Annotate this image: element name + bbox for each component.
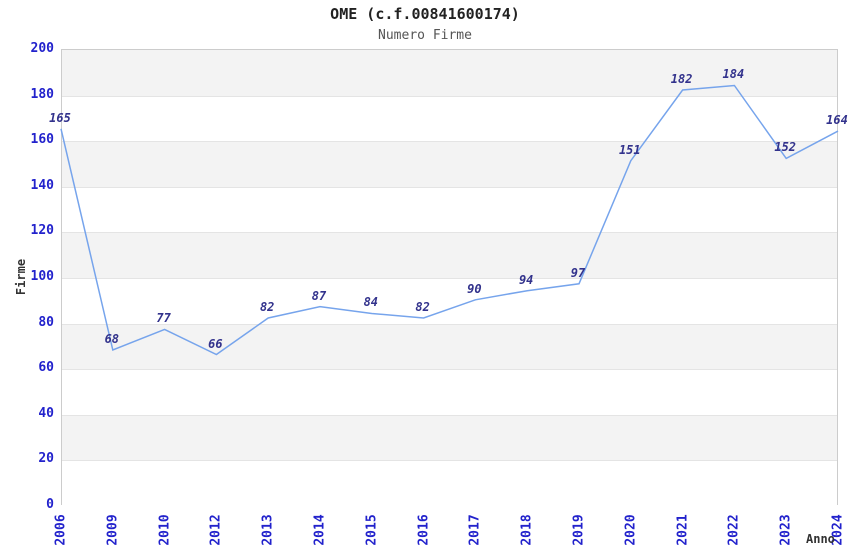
y-tick-label: 20 — [38, 451, 54, 467]
y-tick-label: 120 — [30, 223, 54, 239]
x-tick-label: 2023 — [778, 514, 794, 546]
x-tick-label: 2012 — [208, 514, 224, 546]
chart-subtitle: Numero Firme — [378, 28, 472, 43]
value-label: 84 — [363, 295, 379, 310]
grid-band — [62, 141, 837, 187]
x-tick-label: 2018 — [519, 514, 535, 546]
value-label: 182 — [670, 72, 693, 87]
y-tick-label: 80 — [38, 314, 54, 330]
grid-line — [62, 324, 837, 325]
grid-line — [62, 369, 837, 370]
x-tick-label: 2015 — [364, 514, 380, 546]
x-tick-label: 2010 — [157, 514, 173, 546]
grid-band — [62, 323, 837, 370]
grid-line — [62, 141, 837, 142]
y-tick-label: 0 — [46, 497, 54, 512]
grid-line — [62, 96, 837, 97]
y-axis-title: Firme — [14, 258, 28, 296]
value-label: 77 — [156, 311, 171, 326]
value-label: 87 — [311, 288, 327, 303]
grid-line — [62, 232, 837, 233]
grid-line — [62, 415, 837, 416]
grid-line — [62, 460, 837, 461]
grid-line — [62, 187, 837, 188]
value-label: 94 — [518, 272, 534, 287]
x-tick-label: 2016 — [416, 514, 432, 546]
grid-band — [62, 460, 837, 506]
value-label: 68 — [104, 331, 120, 346]
y-tick-label: 180 — [30, 86, 54, 102]
x-tick-label: 2017 — [467, 514, 483, 546]
value-label: 164 — [826, 113, 848, 128]
y-tick-label: 200 — [30, 41, 54, 56]
value-label: 90 — [467, 281, 482, 296]
grid-band — [62, 50, 837, 96]
y-tick-label: 60 — [38, 360, 54, 376]
x-axis-title: Anno — [806, 532, 835, 546]
chart-title: OME (c.f.00841600174) — [330, 5, 520, 23]
y-tick-label: 100 — [30, 269, 54, 284]
grid-band — [62, 369, 837, 415]
grid-band — [62, 232, 837, 278]
grid-band — [62, 186, 837, 233]
x-tick-label: 2009 — [105, 514, 121, 546]
value-label: 151 — [618, 142, 641, 157]
y-tick-label: 160 — [30, 132, 54, 148]
value-label: 82 — [259, 300, 275, 315]
grid-band — [62, 95, 837, 142]
y-tick-label: 140 — [30, 177, 54, 193]
value-label: 165 — [49, 110, 71, 125]
grid-band — [62, 414, 837, 461]
value-label: 66 — [208, 336, 223, 351]
value-label: 184 — [722, 67, 745, 82]
x-tick-label: 2020 — [623, 514, 639, 546]
x-tick-label: 2021 — [675, 514, 691, 546]
x-tick-label: 2019 — [571, 514, 587, 546]
x-tick-label: 2022 — [726, 514, 742, 546]
grid-band — [62, 278, 837, 324]
y-tick-label: 40 — [38, 405, 54, 421]
value-label: 97 — [570, 265, 586, 280]
x-tick-label: 2013 — [260, 514, 276, 546]
value-label: 152 — [774, 140, 797, 155]
x-tick-label: 2006 — [53, 514, 69, 546]
x-tick-label: 2014 — [312, 514, 328, 546]
plot-area — [61, 49, 838, 506]
value-label: 82 — [415, 300, 430, 315]
grid-line — [62, 278, 837, 279]
